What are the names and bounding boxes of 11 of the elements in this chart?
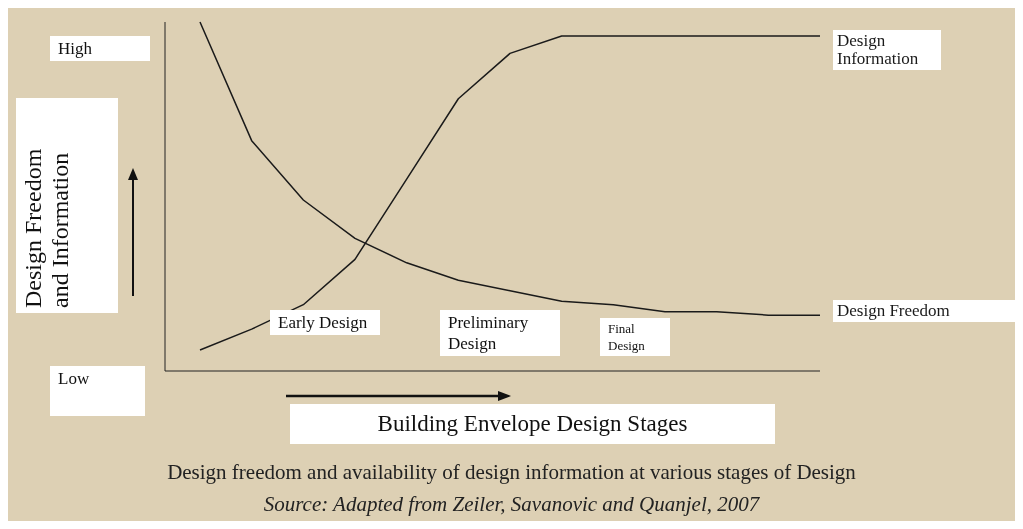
annotation: Final Design [600,318,670,356]
series-label: Design Information [833,30,941,70]
text: Low [50,366,145,416]
text: Design freedom and availability of design information at various stages of Design [166,460,857,485]
annotation: Preliminary Design [440,310,560,356]
series-label: Design Freedom [833,300,1016,322]
y-axis-title: Design Freedom and Information [20,147,74,308]
x-axis-title: Building Envelope Design Stages [290,404,775,444]
source-note: Source: Adapted from Zeiler, Savanovic and Quanjel, 2007 [262,491,761,518]
annotation: Early Design [270,310,380,335]
text: High [50,36,150,61]
